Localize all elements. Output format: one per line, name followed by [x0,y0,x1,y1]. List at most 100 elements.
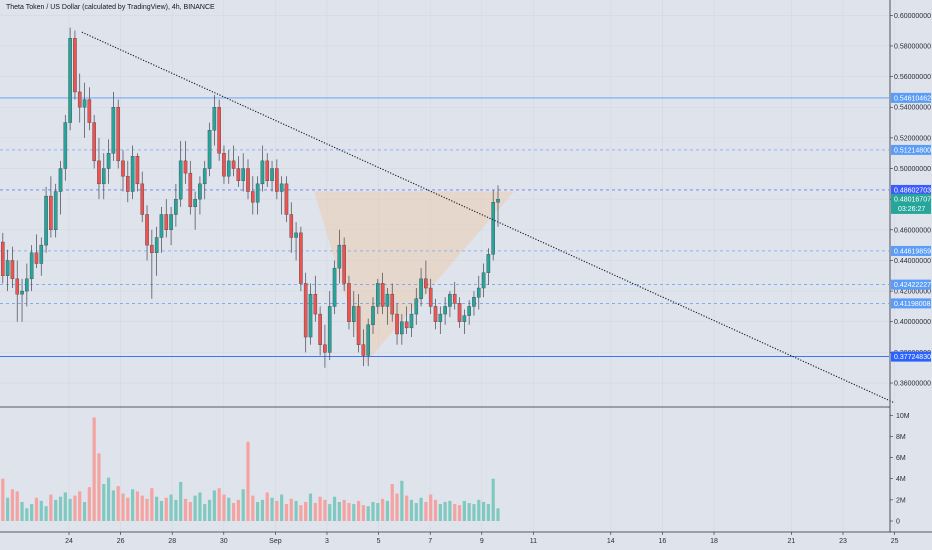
level-price-marker: 0.42422227 [891,279,931,290]
time-tick-label: 24 [65,538,73,545]
marker-text: 0.48602703 [894,187,931,194]
candle [457,297,462,328]
candle [212,94,217,146]
candle [207,122,212,177]
candle-body [409,313,414,329]
candle [472,291,476,316]
candle-body [5,260,10,276]
volume-bar [390,484,394,521]
volume-bar [198,492,202,521]
candle-body [231,160,236,169]
candle [188,160,193,215]
candle-body [87,99,92,123]
candle-body [174,198,178,215]
volume-bar [491,478,495,521]
candle [409,303,414,338]
volume-bar [58,496,63,521]
candle-body [390,293,395,315]
marker-box [891,92,931,103]
candle [150,229,154,299]
volume-bar [409,499,414,521]
marker-box [891,144,931,155]
candle-body [313,293,318,315]
candle-body [323,344,327,353]
volume-bar [164,497,168,521]
level-lines [0,97,889,358]
volume-bar [275,500,279,521]
candle-body [419,278,423,299]
price-tick-label: 0.52000000 [894,135,931,142]
candle [347,275,351,330]
price-tick-label: 0.46000000 [894,227,931,234]
candle [351,291,356,338]
time-tick-label: 5 [377,538,381,545]
volume-tick-label: 10M [896,413,910,420]
marker-box [891,245,931,256]
candle [49,176,53,238]
candle [337,229,342,284]
candle [380,272,385,315]
candle [34,234,39,269]
volume-bar [419,497,423,521]
candle-body [58,168,63,192]
candle [356,294,361,353]
candle-body [467,306,471,316]
candle [496,185,500,227]
candle-body [318,313,322,345]
candle-body [404,321,409,329]
volume-bar [102,484,106,521]
volume-bar [376,503,380,521]
candle-body [159,214,164,238]
candle [63,114,68,181]
volume-tick-label: 8M [896,434,906,441]
time-axis[interactable]: 24 26 28 30 Sep 3 5 7 9 11 14 16 18 21 23 25 [65,532,899,545]
candle [92,114,96,169]
volume-bar [87,487,91,521]
candle-body [202,168,207,185]
candle [97,137,101,200]
candle-body [428,287,433,307]
candle-body [476,287,481,298]
volume-bar [174,499,178,521]
candle [491,189,495,261]
candle [236,156,241,187]
last-price-box [891,193,931,214]
candle [327,291,332,361]
volume-bar [126,497,130,521]
candle [25,263,29,307]
price-tick-label: 0.60000000 [894,13,931,20]
candle [20,278,24,322]
candle-body [294,232,298,238]
candle-body [25,278,29,292]
candle-body [39,244,44,264]
volume-bar [457,505,462,521]
volume-bar [308,493,313,521]
candle [140,171,145,223]
candle-body [260,160,265,185]
volume-bar [44,506,48,521]
time-tick-label: 21 [788,538,796,545]
candle [342,237,346,292]
candle-body [193,198,197,208]
candle [294,222,298,261]
marker-box [891,184,931,195]
volume-bar [73,495,77,521]
time-tick-label: 14 [607,538,615,545]
volume-bar [371,501,375,521]
volume-bar [207,499,212,521]
time-tick-label: 26 [117,538,125,545]
candle-body [68,38,72,123]
price-tick-label: 0.54000000 [894,105,931,112]
volume-bar [188,501,192,521]
volume-bar [299,505,303,521]
price-tick-label: 0.40000000 [894,319,931,326]
marker-text: 0.44619859 [894,248,931,255]
candle-body [481,272,486,289]
volume-bar [25,508,29,521]
candle [376,278,380,315]
candle-body [424,278,428,289]
volume-axis[interactable]: 10M 8M 6M 4M 2M 0 [890,413,910,526]
volume-bar [462,500,466,521]
candle-body [472,297,476,307]
